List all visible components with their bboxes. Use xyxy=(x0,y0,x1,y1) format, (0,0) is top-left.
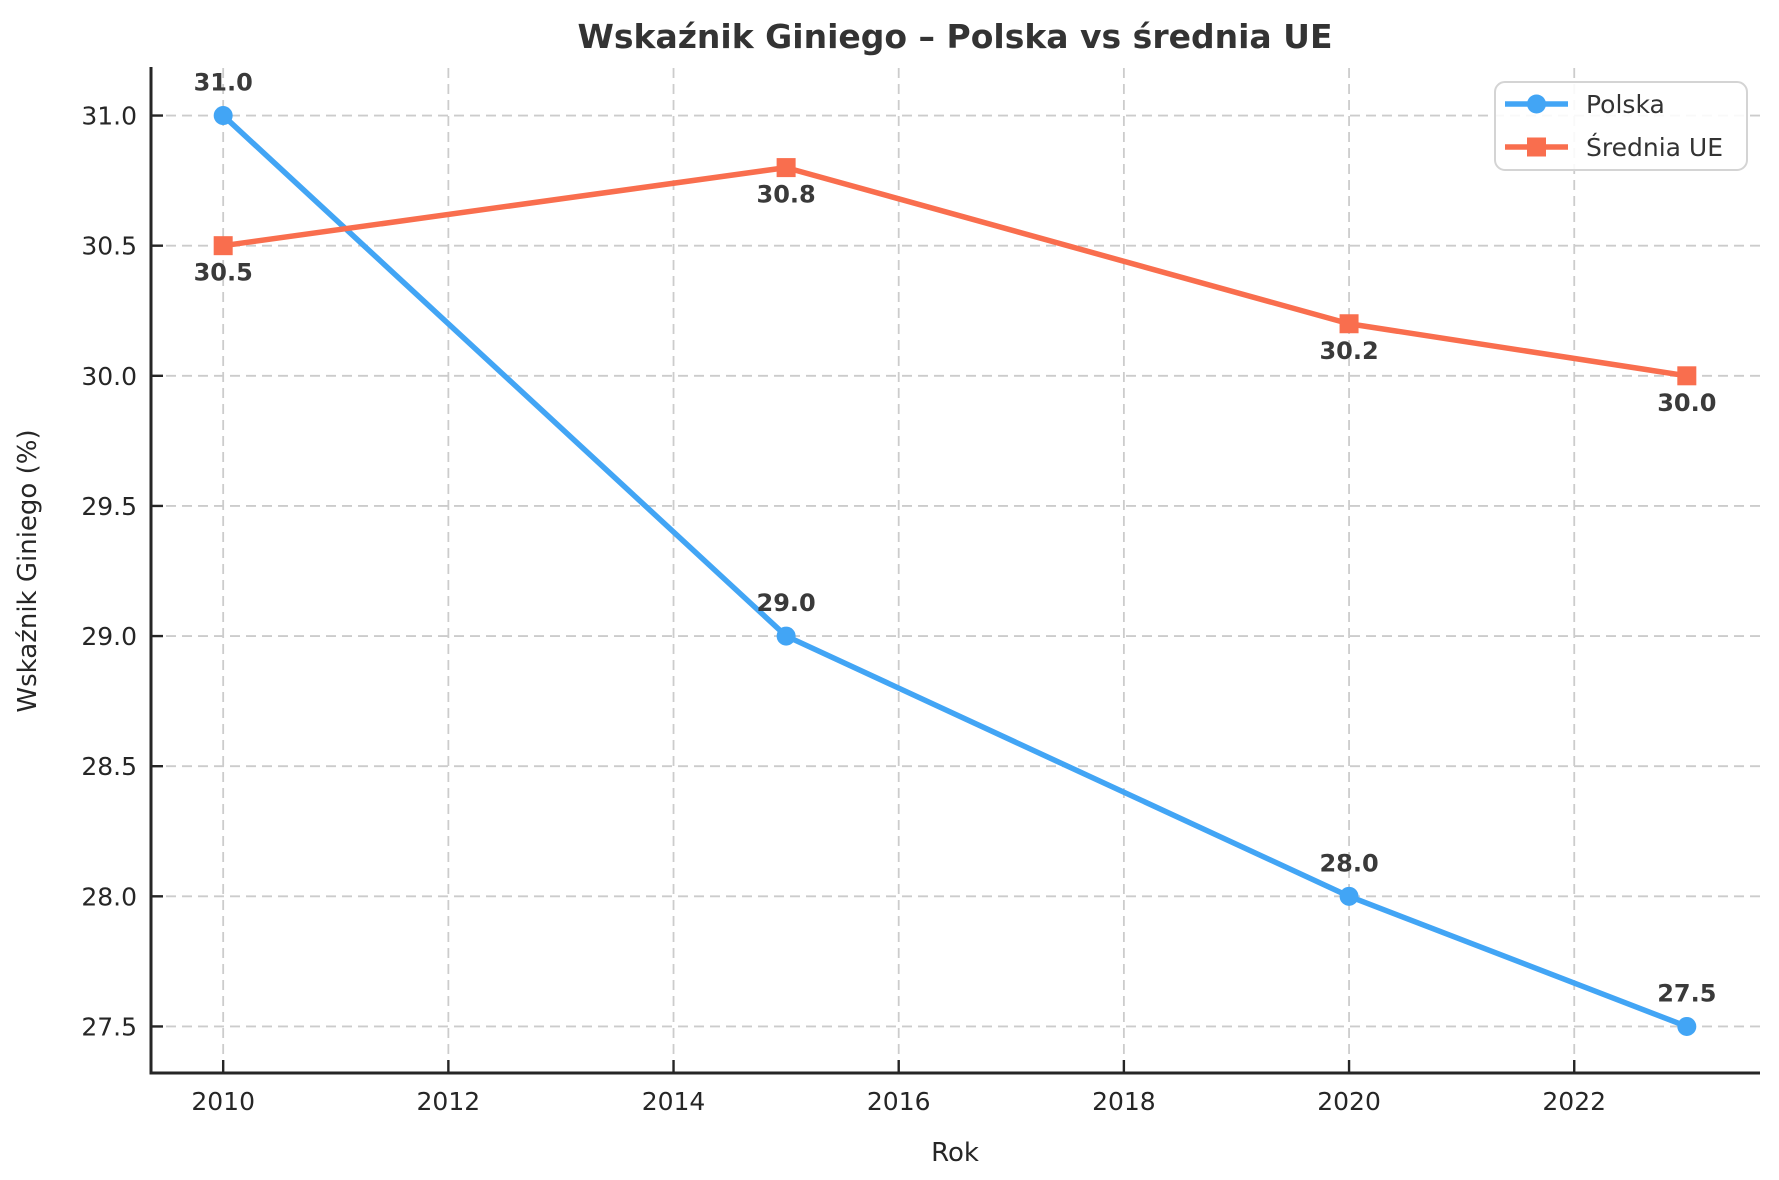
data-point-polska-2010 xyxy=(213,106,233,126)
data-label-polska-2010: 31.0 xyxy=(194,69,253,97)
chart-series: 31.0 29.0 28.0 27.5 30.5 30.8 30.2 30.0 xyxy=(194,69,1716,1036)
data-label-polska-2023: 27.5 xyxy=(1657,979,1716,1007)
y-axis-label: Wskaźnik Giniego (%) xyxy=(13,429,43,712)
x-tick-label-2012: 2012 xyxy=(417,1087,481,1116)
y-tick-label-30: 30.0 xyxy=(81,362,137,391)
legend-label-srednia-ue: Średnia UE xyxy=(1586,132,1723,162)
data-label--rednia-ue-2010: 30.5 xyxy=(194,259,253,287)
x-tick-label-2020: 2020 xyxy=(1317,1087,1381,1116)
data-label--rednia-ue-2023: 30.0 xyxy=(1657,389,1716,417)
legend-label-polska: Polska xyxy=(1586,90,1665,119)
y-tick-label-28: 28.0 xyxy=(81,882,137,911)
data-point-polska-2020 xyxy=(1339,886,1359,906)
data-label--rednia-ue-2015: 30.8 xyxy=(757,181,816,209)
x-tick-label-2018: 2018 xyxy=(1092,1087,1156,1116)
series--rednia-ue: 30.5 30.8 30.2 30.0 xyxy=(194,158,1716,417)
x-tick-label-2010: 2010 xyxy=(191,1087,255,1116)
legend: Polska Średnia UE xyxy=(1494,81,1748,171)
legend-item-polska: Polska xyxy=(1505,90,1665,119)
data-point-polska-2015 xyxy=(776,626,796,646)
x-axis-label: Rok xyxy=(931,1138,979,1168)
grid-lines xyxy=(150,68,1760,1072)
x-tick-label-2016: 2016 xyxy=(867,1087,931,1116)
legend-item-srednia-ue: Średnia UE xyxy=(1505,132,1723,162)
series-polska: 31.0 29.0 28.0 27.5 xyxy=(194,69,1716,1036)
data-point--rednia-ue-2015 xyxy=(776,158,796,178)
data-point--rednia-ue-2020 xyxy=(1339,314,1359,334)
y-tick-label-30.5: 30.5 xyxy=(81,232,137,261)
data-point-polska-2023 xyxy=(1677,1016,1697,1036)
series-line--rednia-ue xyxy=(220,164,1690,379)
data-label--rednia-ue-2020: 30.2 xyxy=(1319,337,1378,365)
legend-marker-circle-polska xyxy=(1527,94,1546,114)
x-axis-ticks: 2010 2012 2014 2016 2018 2020 2022 xyxy=(191,1060,1606,1116)
axes-spines xyxy=(149,67,1760,1075)
x-tick-label-2022: 2022 xyxy=(1542,1087,1606,1116)
y-tick-label-31: 31.0 xyxy=(81,102,137,131)
chart-title: Wskaźnik Giniego – Polska vs średnia UE xyxy=(577,17,1332,56)
data-point--rednia-ue-2023 xyxy=(1677,366,1697,386)
y-axis-ticks: 27.5 28.0 28.5 29.0 29.5 30.0 30.5 31.0 xyxy=(81,102,163,1041)
x-tick-label-2014: 2014 xyxy=(642,1087,706,1116)
y-tick-label-28.5: 28.5 xyxy=(81,752,137,781)
y-tick-label-29.5: 29.5 xyxy=(81,492,137,521)
data-point--rednia-ue-2010 xyxy=(213,236,233,256)
data-label-polska-2015: 29.0 xyxy=(757,589,816,617)
series-line-polska xyxy=(220,112,1690,1030)
y-tick-label-29: 29.0 xyxy=(81,622,137,651)
y-tick-label-27.5: 27.5 xyxy=(81,1012,137,1041)
data-label-polska-2020: 28.0 xyxy=(1319,849,1378,877)
legend-marker-square-srednia-ue xyxy=(1527,137,1546,157)
